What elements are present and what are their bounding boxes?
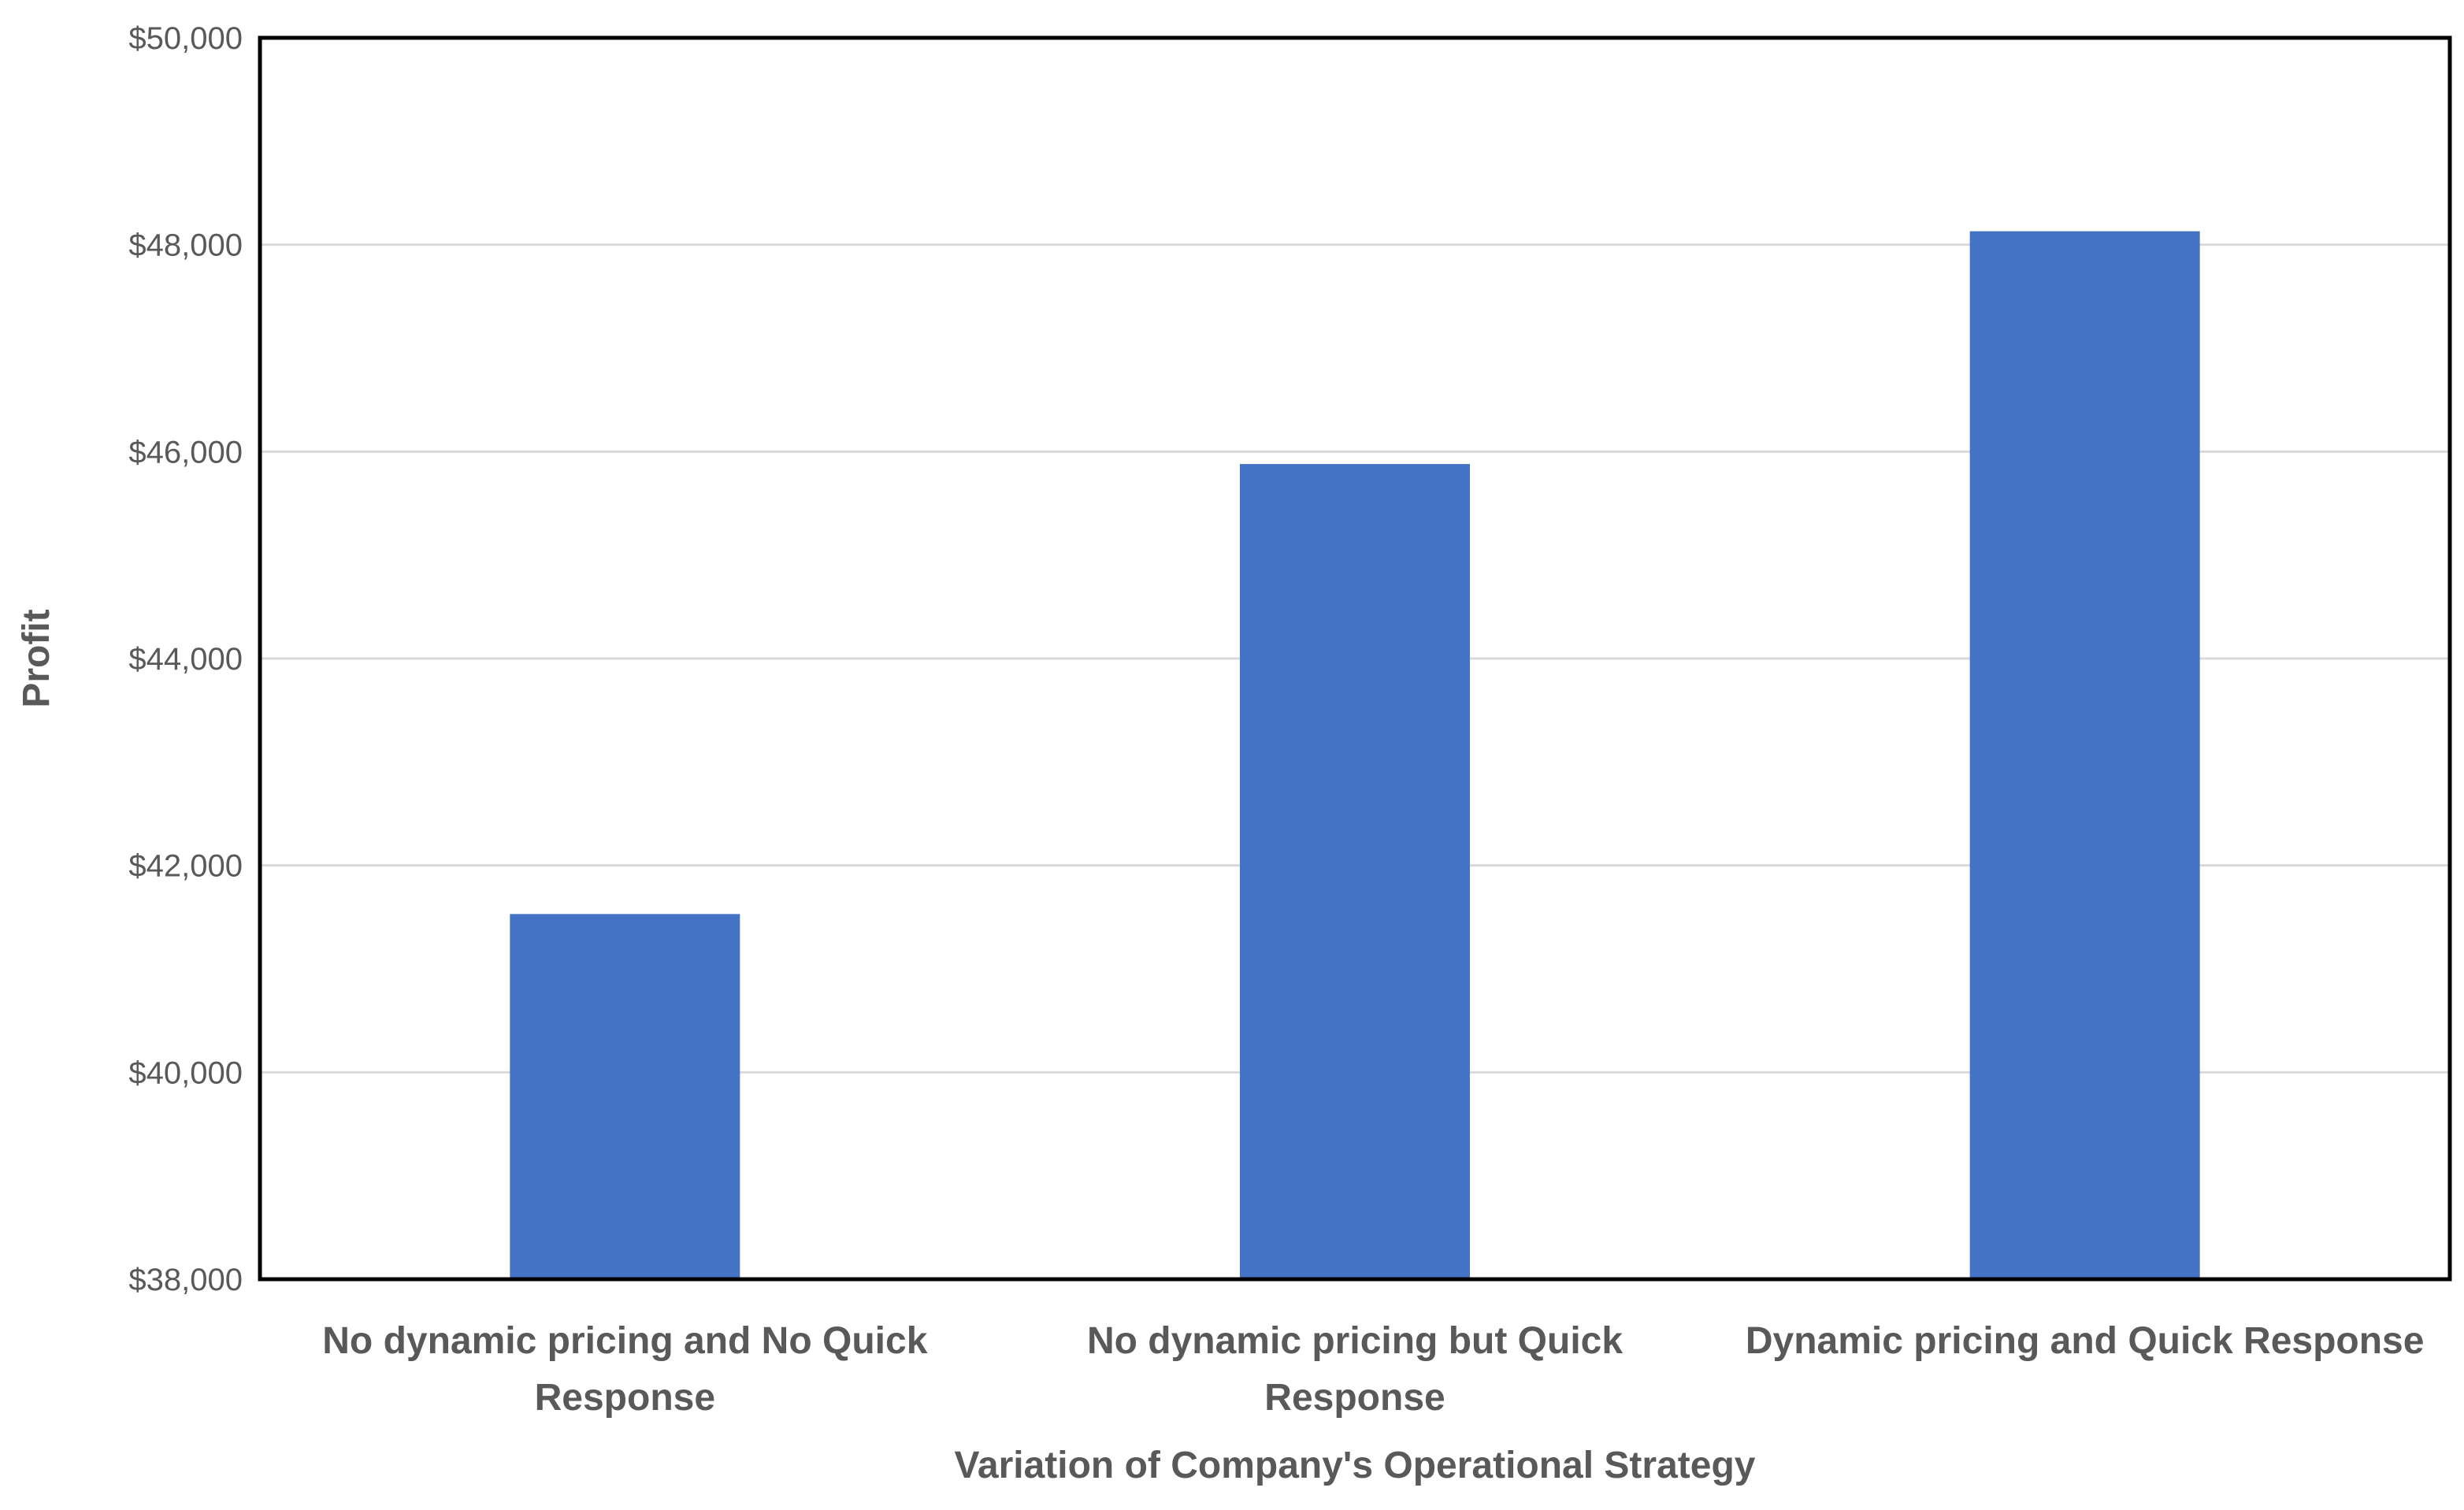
y-tick-label: $48,000 (128, 228, 243, 263)
bar (1969, 231, 2200, 1280)
x-axis-title: Variation of Company's Operational Strat… (955, 1445, 1756, 1486)
y-axis-tick-labels: $38,000 $40,000 $42,000 $44,000 $46,000 $48,0… (128, 21, 243, 1297)
x-category-label: Dynamic pricing and Quick Response (1746, 1320, 2425, 1362)
y-tick-label: $42,000 (128, 849, 243, 884)
x-category-label: No dynamic pricing and No Quick Response (322, 1320, 927, 1419)
y-tick-label: $44,000 (128, 642, 243, 677)
bar (1240, 464, 1470, 1280)
y-axis-title: Profit (16, 609, 58, 707)
x-axis-category-labels: No dynamic pricing and No Quick Response N… (322, 1320, 2424, 1419)
bar (510, 914, 740, 1279)
bars (510, 231, 2200, 1280)
y-tick-label: $46,000 (128, 435, 243, 469)
y-tick-label: $38,000 (128, 1263, 243, 1297)
y-tick-label: $40,000 (128, 1056, 243, 1090)
x-category-label: No dynamic pricing but Quick Response (1087, 1320, 1623, 1419)
y-tick-label: $50,000 (128, 21, 243, 56)
plot-frame (258, 35, 2452, 1282)
